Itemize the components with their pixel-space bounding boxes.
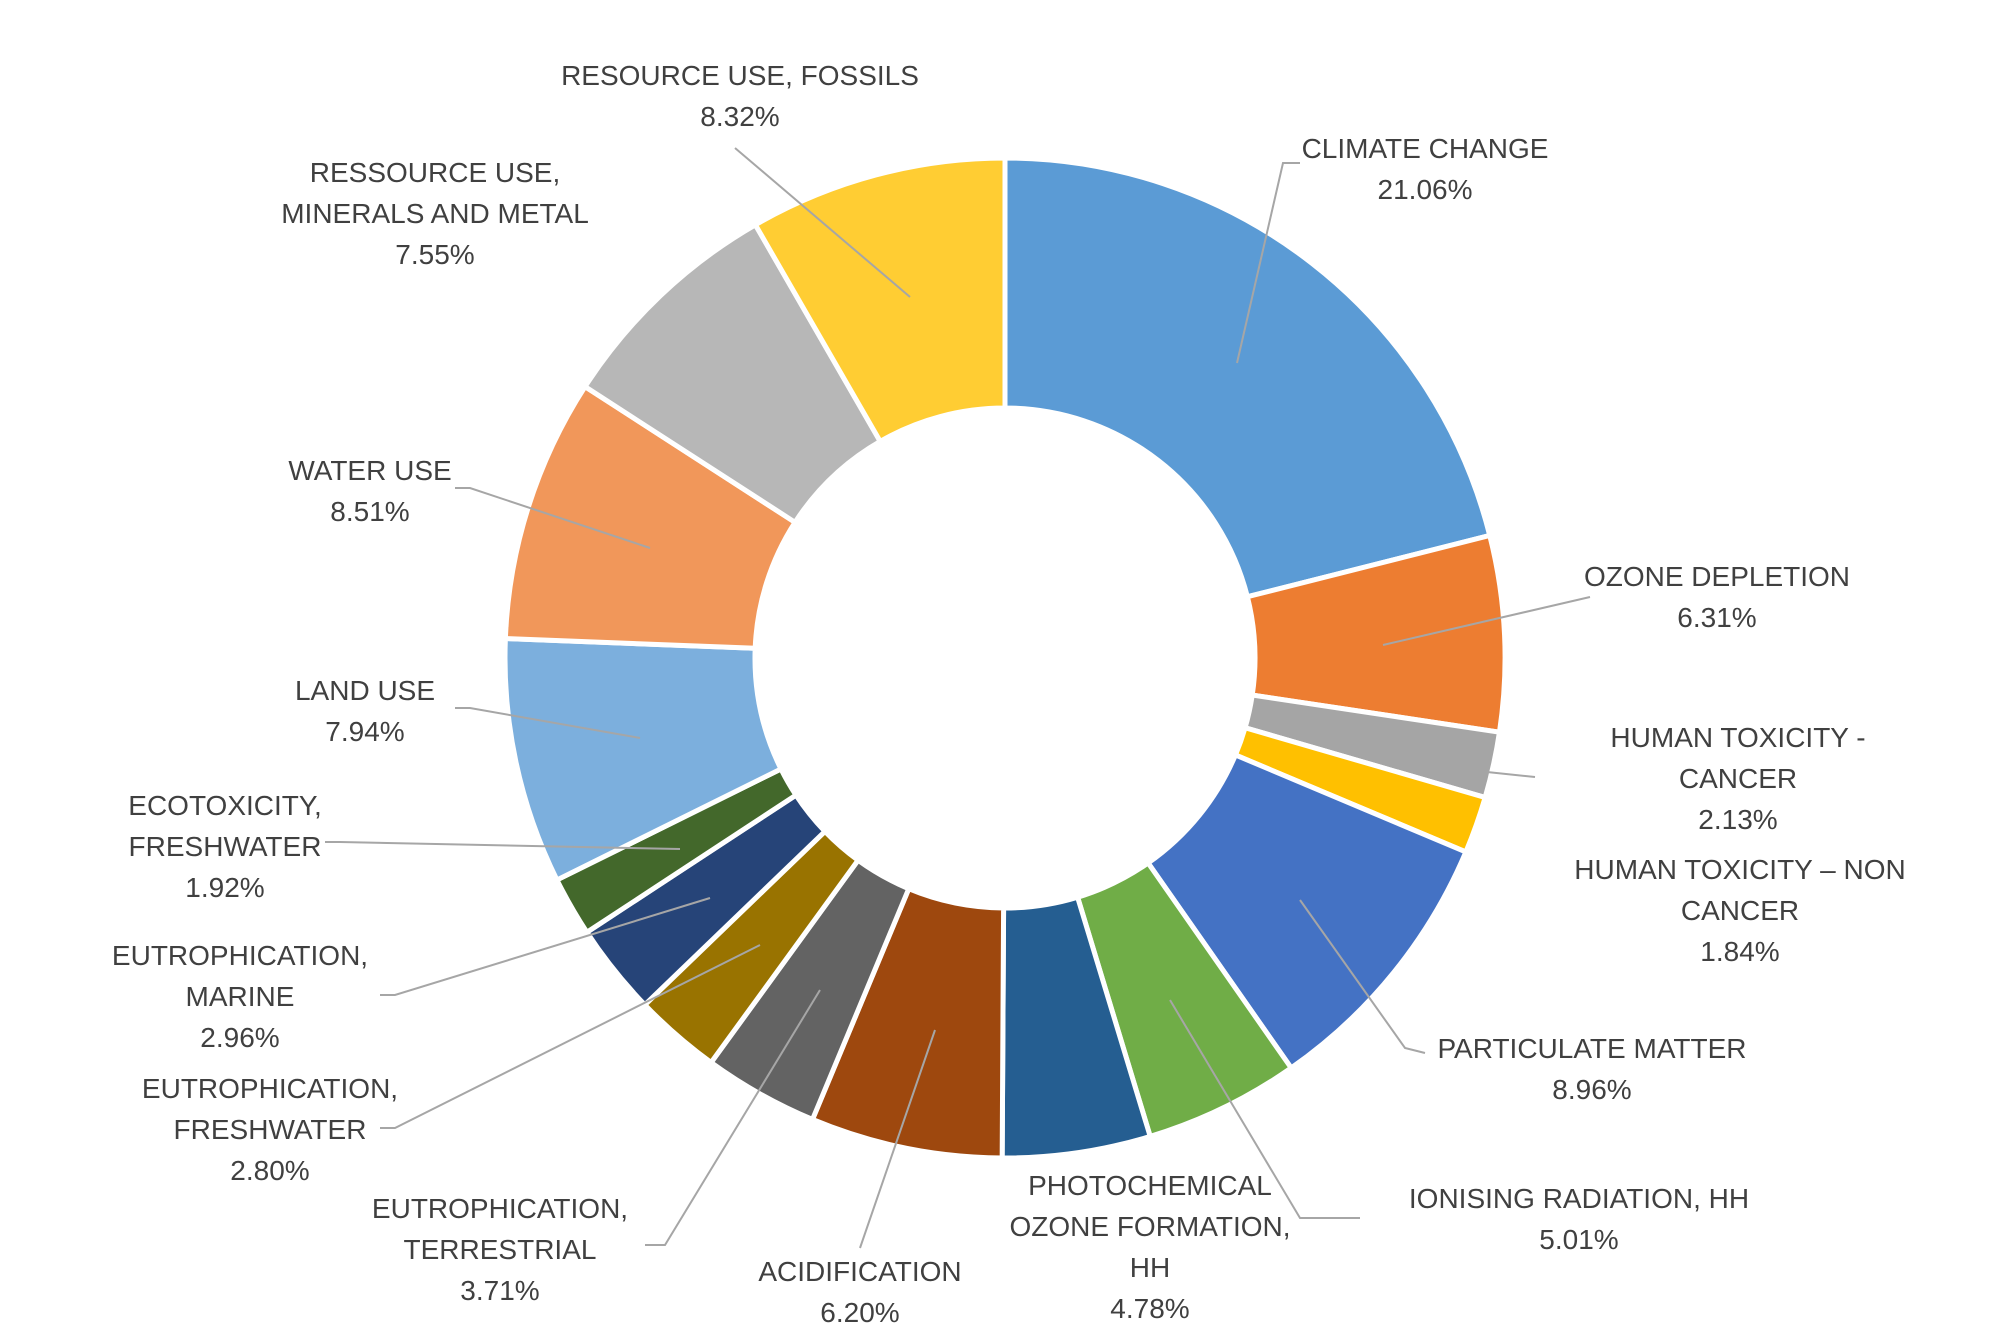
slice-name-line-10-1: MARINE [186, 981, 295, 1012]
leader-line-5 [1169, 999, 1360, 1219]
leader-line-2 [1486, 771, 1536, 778]
slice-percent-3: 1.84% [1700, 936, 1779, 967]
slice-percent-2: 2.13% [1698, 804, 1777, 835]
slice-percent-0: 21.06% [1378, 174, 1473, 205]
slice-label-14: RESSOURCE USE, MINERALS AND METAL 7.55% [281, 157, 589, 270]
slice-name-line-6-2: HH [1130, 1252, 1170, 1283]
leader-line-8 [645, 989, 821, 1246]
slice-percent-11: 1.92% [185, 872, 264, 903]
slice-name-line-7-0: ACIDIFICATION [758, 1256, 961, 1287]
slice-percent-10: 2.96% [200, 1022, 279, 1053]
leader-line-0 [1236, 162, 1300, 364]
donut-slices [502, 155, 1508, 1161]
leader-line-10 [380, 897, 711, 996]
slice-percent-13: 8.51% [330, 496, 409, 527]
slice-name-line-14-1: MINERALS AND METAL [281, 198, 589, 229]
leader-line-1 [1382, 596, 1591, 646]
slice-label-6: PHOTOCHEMICAL OZONE FORMATION, HH 4.78% [1009, 1170, 1290, 1324]
slice-percent-14: 7.55% [395, 239, 474, 270]
slice-label-11: ECOTOXICITY, FRESHWATER 1.92% [128, 790, 321, 903]
slice-percent-4: 8.96% [1552, 1074, 1631, 1105]
slice-label-4: PARTICULATE MATTER 8.96% [1437, 1033, 1746, 1105]
slice-label-9: EUTROPHICATION, FRESHWATER 2.80% [142, 1073, 398, 1186]
slice-name-line-3-1: CANCER [1681, 895, 1799, 926]
slice-label-1: OZONE DEPLETION 6.31% [1584, 561, 1850, 633]
slice-percent-15: 8.32% [700, 101, 779, 132]
slice-percent-1: 6.31% [1677, 602, 1756, 633]
leader-line-11 [325, 841, 681, 850]
slice-name-line-1-0: OZONE DEPLETION [1584, 561, 1850, 592]
leader-line-13 [455, 487, 651, 549]
slice-name-line-5-0: IONISING RADIATION, HH [1409, 1183, 1749, 1214]
slice-name-line-8-0: EUTROPHICATION, [372, 1193, 628, 1224]
slice-name-line-6-1: OZONE FORMATION, [1009, 1211, 1290, 1242]
slice-name-line-10-0: EUTROPHICATION, [112, 940, 368, 971]
slice-name-line-9-0: EUTROPHICATION, [142, 1073, 398, 1104]
slice-percent-8: 3.71% [460, 1275, 539, 1306]
slice-label-12: LAND USE 7.94% [295, 675, 435, 747]
slice-name-line-14-0: RESSOURCE USE, [310, 157, 561, 188]
slice-label-13: WATER USE 8.51% [288, 455, 451, 527]
slice-label-15: RESOURCE USE, FOSSILS 8.32% [561, 60, 919, 132]
slice-percent-6: 4.78% [1110, 1293, 1189, 1324]
slice-label-5: IONISING RADIATION, HH 5.01% [1409, 1183, 1749, 1255]
slice-name-line-13-0: WATER USE [288, 455, 451, 486]
leader-line-15 [734, 147, 911, 298]
slice-percent-5: 5.01% [1539, 1224, 1618, 1255]
slice-label-7: ACIDIFICATION 6.20% [758, 1256, 961, 1328]
slice-name-line-8-1: TERRESTRIAL [404, 1234, 597, 1265]
slice-percent-9: 2.80% [230, 1155, 309, 1186]
slice-0 [1002, 155, 1493, 600]
leader-line-12 [455, 707, 641, 739]
leader-line-7 [859, 1029, 936, 1249]
slice-name-line-12-0: LAND USE [295, 675, 435, 706]
slice-name-line-9-1: FRESHWATER [174, 1114, 367, 1145]
slice-label-10: EUTROPHICATION, MARINE 2.96% [112, 940, 368, 1053]
slice-percent-7: 6.20% [820, 1297, 899, 1328]
leader-lines [325, 147, 1591, 1249]
leader-line-4 [1299, 899, 1426, 1054]
slice-name-line-6-0: PHOTOCHEMICAL [1028, 1170, 1272, 1201]
slice-label-3: HUMAN TOXICITY – NON CANCER 1.84% [1574, 854, 1905, 967]
slice-15 [751, 155, 1008, 445]
slice-name-line-2-0: HUMAN TOXICITY - [1610, 722, 1865, 753]
slice-label-8: EUTROPHICATION, TERRESTRIAL 3.71% [372, 1193, 628, 1306]
slice-label-2: HUMAN TOXICITY - CANCER 2.13% [1610, 722, 1865, 835]
slice-labels: CLIMATE CHANGE 21.06% OZONE DEPLETION 6.31%… [112, 60, 1906, 1328]
leader-line-9 [380, 944, 761, 1129]
slice-name-line-15-0: RESOURCE USE, FOSSILS [561, 60, 919, 91]
slice-label-0: CLIMATE CHANGE 21.06% [1302, 133, 1549, 205]
slice-name-line-3-0: HUMAN TOXICITY – NON [1574, 854, 1905, 885]
slice-name-line-0-0: CLIMATE CHANGE [1302, 133, 1549, 164]
slice-name-line-11-1: FRESHWATER [129, 831, 322, 862]
slice-name-line-2-1: CANCER [1679, 763, 1797, 794]
slice-name-line-4-0: PARTICULATE MATTER [1437, 1033, 1746, 1064]
slice-name-line-11-0: ECOTOXICITY, [128, 790, 321, 821]
slice-percent-12: 7.94% [325, 716, 404, 747]
